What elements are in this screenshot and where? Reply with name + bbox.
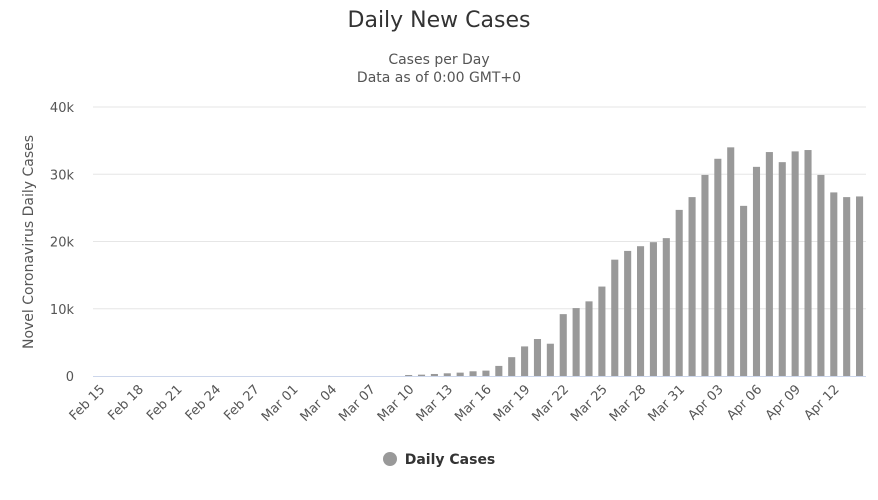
x-tick-label: Mar 31 <box>645 382 688 425</box>
bar[interactable] <box>649 242 657 376</box>
bar[interactable] <box>791 151 799 376</box>
chart-subtitle: Cases per Day Data as of 0:00 GMT+0 <box>0 51 878 87</box>
bar[interactable] <box>830 192 838 376</box>
bar[interactable] <box>636 246 645 376</box>
bar[interactable] <box>469 371 477 376</box>
x-tick-label: Feb 15 <box>67 382 109 424</box>
bar[interactable] <box>430 373 438 376</box>
y-axis-ticks: 0 10k 20k 30k 40k <box>50 101 75 385</box>
x-tick-label: Feb 18 <box>105 382 147 424</box>
bar[interactable] <box>405 374 413 376</box>
bar[interactable] <box>546 343 554 376</box>
bar[interactable] <box>856 196 864 376</box>
x-tick-label: Feb 27 <box>221 382 263 424</box>
bar[interactable] <box>701 174 709 376</box>
bar[interactable] <box>521 346 529 376</box>
bar[interactable] <box>624 250 632 376</box>
y-axis-label: Novel Coronavirus Daily Cases <box>21 135 37 349</box>
subtitle-line-1: Cases per Day <box>388 52 490 68</box>
bar[interactable] <box>443 373 451 376</box>
bar[interactable] <box>843 197 851 376</box>
x-tick-label: Mar 07 <box>336 382 379 425</box>
bar[interactable] <box>740 205 748 376</box>
x-tick-label: Mar 19 <box>491 382 534 425</box>
bar[interactable] <box>778 162 786 376</box>
bar[interactable] <box>495 365 503 376</box>
y-tick-label: 10k <box>50 303 75 318</box>
gridlines <box>93 106 866 310</box>
bar[interactable] <box>817 174 825 376</box>
bar[interactable] <box>508 357 516 376</box>
x-tick-label: Mar 25 <box>568 382 611 425</box>
x-tick-label: Mar 01 <box>259 382 302 425</box>
legend-label: Daily Cases <box>404 452 496 468</box>
chart-title: Daily New Cases <box>347 8 531 33</box>
bar[interactable] <box>611 259 619 376</box>
y-tick-label: 30k <box>50 168 75 183</box>
bar[interactable] <box>688 197 696 376</box>
x-tick-label: Mar 28 <box>607 382 650 425</box>
bar[interactable] <box>675 209 683 376</box>
x-tick-label: Apr 03 <box>686 382 727 423</box>
x-tick-label: Mar 04 <box>298 382 341 425</box>
x-tick-label: Feb 21 <box>144 382 186 424</box>
legend-marker-icon <box>382 452 397 466</box>
x-tick-label: Apr 09 <box>763 382 804 423</box>
subtitle-line-2: Data as of 0:00 GMT+0 <box>356 70 522 86</box>
bar[interactable] <box>752 166 761 376</box>
x-tick-label: Apr 12 <box>801 382 842 423</box>
bar[interactable] <box>714 158 722 376</box>
x-tick-label: Mar 16 <box>452 382 495 425</box>
bar[interactable] <box>417 374 426 376</box>
x-tick-label: Feb 24 <box>183 382 225 424</box>
y-tick-label: 40k <box>50 101 75 116</box>
x-tick-label: Mar 10 <box>375 382 418 425</box>
bar[interactable] <box>559 314 567 376</box>
legend[interactable]: Daily Cases <box>0 452 878 468</box>
bar[interactable] <box>533 339 542 376</box>
y-tick-label: 20k <box>50 236 75 251</box>
bar[interactable] <box>727 147 735 376</box>
x-tick-label: Mar 13 <box>414 382 457 425</box>
bar[interactable] <box>765 152 773 376</box>
bar[interactable] <box>662 238 670 376</box>
bar[interactable] <box>482 370 490 376</box>
bar[interactable] <box>456 372 464 376</box>
x-tick-label: Mar 22 <box>530 382 573 425</box>
bars <box>405 147 864 376</box>
y-tick-label: 0 <box>66 370 74 385</box>
bar[interactable] <box>585 301 593 376</box>
bar[interactable] <box>598 286 606 376</box>
x-tick-label: Apr 06 <box>724 382 765 423</box>
bar[interactable] <box>572 308 580 376</box>
bar[interactable] <box>804 150 812 376</box>
